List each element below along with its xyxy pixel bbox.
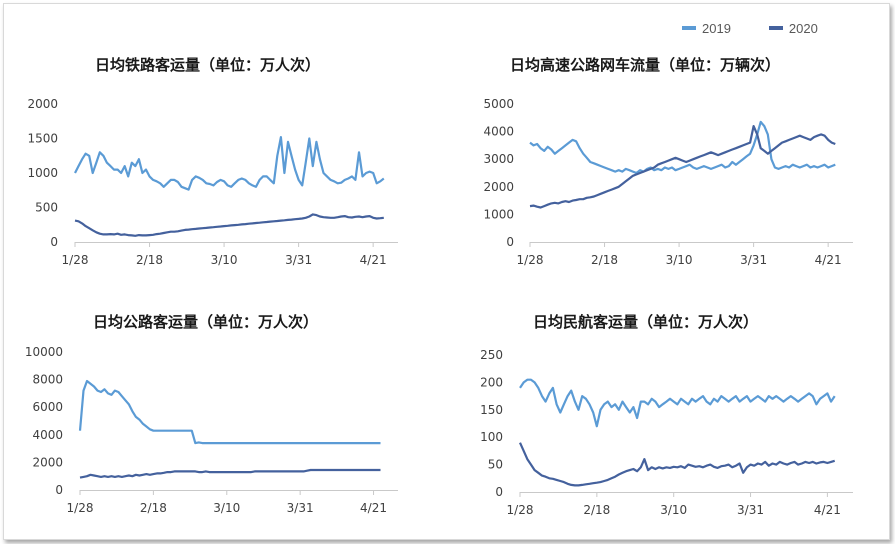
x-tick-label: 2/18: [136, 253, 163, 267]
x-tick-label: 3/31: [285, 253, 312, 267]
y-tick-label: 1000: [483, 207, 514, 221]
y-tick-label: 0: [50, 235, 58, 249]
x-tick-label: 2/18: [591, 253, 618, 267]
legend: 2019 2020: [682, 19, 856, 37]
y-tick-label: 6000: [32, 400, 63, 414]
x-tick-label: 1/28: [517, 253, 544, 267]
x-tick-label: 3/31: [287, 501, 314, 515]
y-tick-label: 1500: [27, 132, 58, 146]
series-line-2019: [78, 379, 381, 445]
y-tick-label: 2000: [483, 180, 514, 194]
chart-title-road: 日均公路客运量（单位：万人次）: [93, 313, 319, 331]
series-line-2020: [74, 213, 384, 237]
x-tick-label: 1/28: [67, 501, 94, 515]
y-tick-label: 4000: [32, 428, 63, 442]
x-tick-label: 3/10: [211, 253, 238, 267]
x-tick-label: 4/21: [814, 503, 841, 517]
y-tick-label: 100: [480, 430, 503, 444]
legend-label-2020: 2020: [788, 20, 818, 36]
x-tick-label: 3/10: [660, 503, 687, 517]
series-line-2019: [529, 120, 836, 175]
y-tick-label: 8000: [32, 373, 63, 387]
y-tick-label: 1000: [27, 166, 58, 180]
series-line-2020: [518, 442, 836, 487]
y-tick-label: 50: [488, 458, 503, 472]
y-tick-label: 5000: [483, 97, 514, 111]
y-tick-label: 150: [480, 403, 503, 417]
legend-label-2019: 2019: [702, 20, 731, 36]
series-line-2020: [529, 124, 836, 209]
y-tick-label: 4000: [483, 125, 514, 139]
x-tick-label: 1/28: [507, 503, 534, 517]
y-tick-label: 10000: [25, 345, 63, 359]
x-tick-label: 1/28: [62, 253, 89, 267]
x-tick-label: 2/18: [583, 503, 610, 517]
x-tick-label: 3/31: [737, 503, 764, 517]
y-tick-label: 500: [35, 201, 58, 215]
series-line-2020: [79, 468, 381, 479]
chart-title-highway: 日均高速公路网车流量（单位：万辆次）: [510, 56, 781, 74]
legend-swatch-2019: [682, 26, 696, 30]
y-tick-label: 0: [55, 483, 63, 497]
y-tick-label: 2000: [32, 455, 63, 469]
y-tick-label: 2000: [27, 97, 58, 111]
y-tick-label: 0: [506, 235, 514, 249]
y-tick-label: 0: [495, 485, 503, 499]
x-tick-label: 4/21: [360, 501, 387, 515]
series-line-2019: [74, 136, 385, 191]
chart-title-rail: 日均铁路客运量（单位：万人次）: [95, 56, 321, 74]
x-tick-label: 4/21: [815, 253, 842, 267]
x-tick-label: 3/10: [666, 253, 693, 267]
x-tick-label: 3/31: [740, 253, 767, 267]
legend-item-2019: 2019: [682, 21, 731, 36]
x-tick-label: 4/21: [360, 253, 387, 267]
x-tick-label: 3/10: [213, 501, 240, 515]
chart-title-air: 日均民航客运量（单位：万人次）: [533, 313, 759, 331]
series-line-2019: [519, 378, 836, 428]
y-tick-label: 250: [480, 348, 503, 362]
legend-item-2020: 2020: [768, 20, 818, 36]
figure-frame: [3, 3, 890, 540]
legend-swatch-2020: [768, 26, 783, 30]
x-tick-label: 2/18: [140, 501, 167, 515]
y-tick-label: 200: [480, 375, 503, 389]
y-tick-label: 3000: [483, 152, 514, 166]
